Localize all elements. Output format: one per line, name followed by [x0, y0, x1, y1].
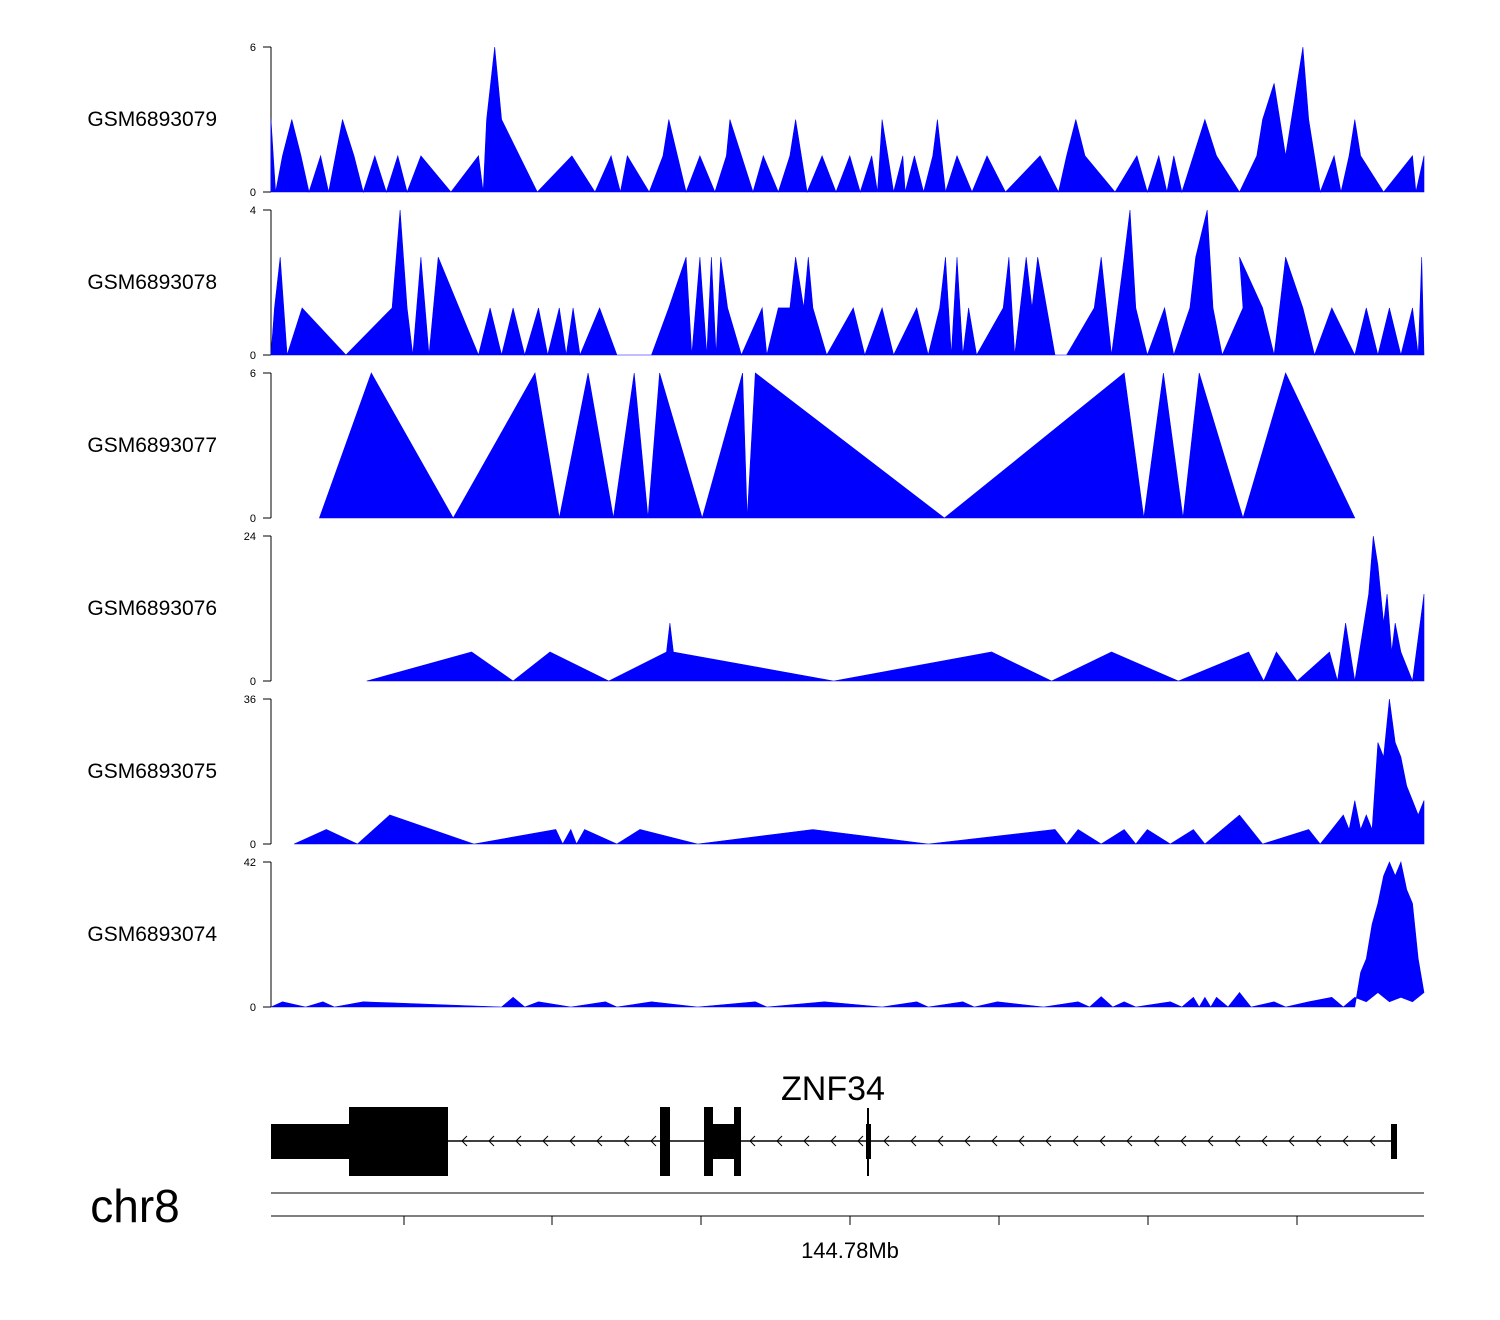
genomic-axis: chr8 144.78Mb	[90, 1180, 1424, 1263]
y-tick-label-min: 0	[250, 513, 256, 525]
strand-arrow	[910, 1135, 917, 1147]
strand-arrow	[964, 1135, 971, 1147]
y-tick-label-max: 4	[250, 205, 256, 217]
strand-arrow	[1126, 1135, 1133, 1147]
strand-arrow	[937, 1135, 944, 1147]
y-tick-label-max: 6	[250, 368, 256, 380]
strand-arrow	[1099, 1135, 1106, 1147]
coverage-area	[270, 209, 1425, 357]
strand-arrow	[776, 1135, 783, 1147]
y-tick-label-max: 42	[244, 857, 256, 869]
track-GSM6893076: GSM6893076 24 0	[87, 531, 1425, 688]
strand-arrow	[650, 1135, 657, 1147]
x-tick-label: 144.78Mb	[801, 1238, 899, 1263]
coverage-area	[318, 372, 1356, 520]
strand-arrow	[515, 1135, 522, 1147]
coverage-area	[293, 698, 1425, 845]
strand-arrow	[803, 1135, 810, 1147]
y-tick-label-min: 0	[250, 1002, 256, 1014]
chromosome-label: chr8	[90, 1180, 179, 1232]
strand-arrow	[830, 1135, 837, 1147]
strand-arrow	[1207, 1135, 1214, 1147]
strand-arrow	[488, 1135, 495, 1147]
track-GSM6893074: GSM6893074 42 0	[87, 857, 1425, 1014]
strand-arrow	[542, 1135, 549, 1147]
strand-arrow	[1342, 1135, 1349, 1147]
strand-arrow	[623, 1135, 630, 1147]
y-tick-label-min: 0	[250, 350, 256, 362]
strand-arrow	[1045, 1135, 1052, 1147]
y-tick-label-max: 6	[250, 42, 256, 54]
strand-arrow	[1180, 1135, 1187, 1147]
strand-arrow	[1234, 1135, 1241, 1147]
y-tick-label-min: 0	[250, 839, 256, 851]
track-GSM6893078: GSM6893078 4 0	[87, 205, 1425, 362]
y-tick-label-min: 0	[250, 676, 256, 688]
coverage-area	[270, 860, 1425, 1008]
track-label: GSM6893077	[87, 434, 217, 457]
y-tick-label-min: 0	[250, 187, 256, 199]
strand-arrow	[749, 1135, 756, 1147]
exon-cds-last	[349, 1107, 448, 1176]
strand-arrow	[857, 1135, 864, 1147]
strand-arrow	[1288, 1135, 1295, 1147]
strand-arrow	[1072, 1135, 1079, 1147]
strand-arrow	[1315, 1135, 1322, 1147]
gene-label: ZNF34	[781, 1070, 885, 1108]
exon-3	[704, 1107, 713, 1176]
strand-arrow	[569, 1135, 576, 1147]
track-label: GSM6893075	[87, 760, 217, 783]
exon-6	[866, 1124, 871, 1159]
track-GSM6893075: GSM6893075 36 0	[87, 694, 1425, 851]
y-tick-label-max: 24	[244, 531, 256, 543]
strand-arrow	[883, 1135, 890, 1147]
strand-arrow	[596, 1135, 603, 1147]
exon-2	[660, 1107, 670, 1176]
exon-5	[734, 1107, 741, 1176]
track-GSM6893079: GSM6893079 6 0	[87, 42, 1425, 199]
strand-arrow	[1261, 1135, 1268, 1147]
track-label: GSM6893074	[87, 923, 217, 946]
exon-4	[713, 1124, 734, 1159]
coverage-area	[270, 46, 1425, 194]
strand-arrow	[1369, 1135, 1376, 1147]
exon-first	[1391, 1124, 1397, 1159]
coverage-area	[366, 535, 1425, 683]
strand-arrow	[1018, 1135, 1025, 1147]
strand-arrows	[461, 1135, 1376, 1147]
track-label: GSM6893076	[87, 597, 217, 620]
track-GSM6893077: GSM6893077 6 0	[87, 368, 1356, 525]
track-label: GSM6893078	[87, 271, 217, 294]
strand-arrow	[461, 1135, 468, 1147]
track-label: GSM6893079	[87, 108, 217, 131]
strand-arrow	[991, 1135, 998, 1147]
y-tick-label-max: 36	[244, 694, 256, 706]
strand-arrow	[1153, 1135, 1160, 1147]
exon-utr-3prime	[271, 1124, 349, 1159]
gene-model-znf34: ZNF34	[271, 1070, 1397, 1176]
coverage-tracks: GSM689307960GSM689307840GSM689307760GSM6…	[87, 42, 1425, 1014]
